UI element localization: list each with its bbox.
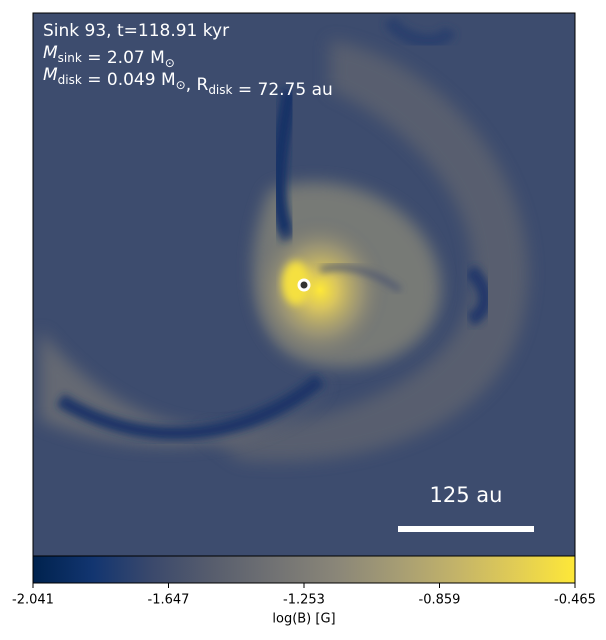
field-image (33, 13, 575, 556)
colorbar-tick-label: -1.647 (148, 593, 190, 608)
colorbar (32, 555, 576, 584)
annotation-subscript: sink (58, 51, 82, 65)
scale-bar-label: 125 au (430, 483, 503, 507)
annotation-subscript: disk (58, 73, 82, 87)
colorbar-ticks: -2.041 -1.647 -1.253 -0.859 -0.465 (12, 583, 596, 608)
colorbar-tick-label: -2.041 (12, 593, 54, 608)
annotation-text: = 72.75 au (232, 80, 332, 100)
annotation: Sink 93, t=118.91 kyr (43, 21, 229, 41)
annotation-text: , R (186, 75, 209, 95)
annotation: Mdisk = 0.049 M⊙, Rdisk = 72.75 au (43, 65, 333, 100)
annotation: Msink = 2.07 M⊙ (43, 43, 175, 70)
colorbar-label: log(B) [G] (272, 612, 335, 627)
annotation-subscript: ⊙ (176, 78, 186, 92)
colorbar-tick-label: -1.253 (283, 593, 325, 608)
annotation-text: = 2.07 M (82, 48, 165, 68)
colorbar-tick-label: -0.859 (419, 593, 461, 608)
scale-bar (398, 526, 534, 532)
annotation-text: = 0.049 M (82, 70, 176, 90)
annotation-text: Sink 93, t=118.91 kyr (43, 21, 229, 41)
annotation-subscript: disk (208, 83, 232, 97)
colorbar-tick-label: -0.465 (554, 593, 596, 608)
annotation-text: M (43, 43, 58, 63)
sink-marker (297, 278, 311, 292)
annotation-text: M (43, 65, 58, 85)
annotation-subscript: ⊙ (165, 56, 175, 70)
